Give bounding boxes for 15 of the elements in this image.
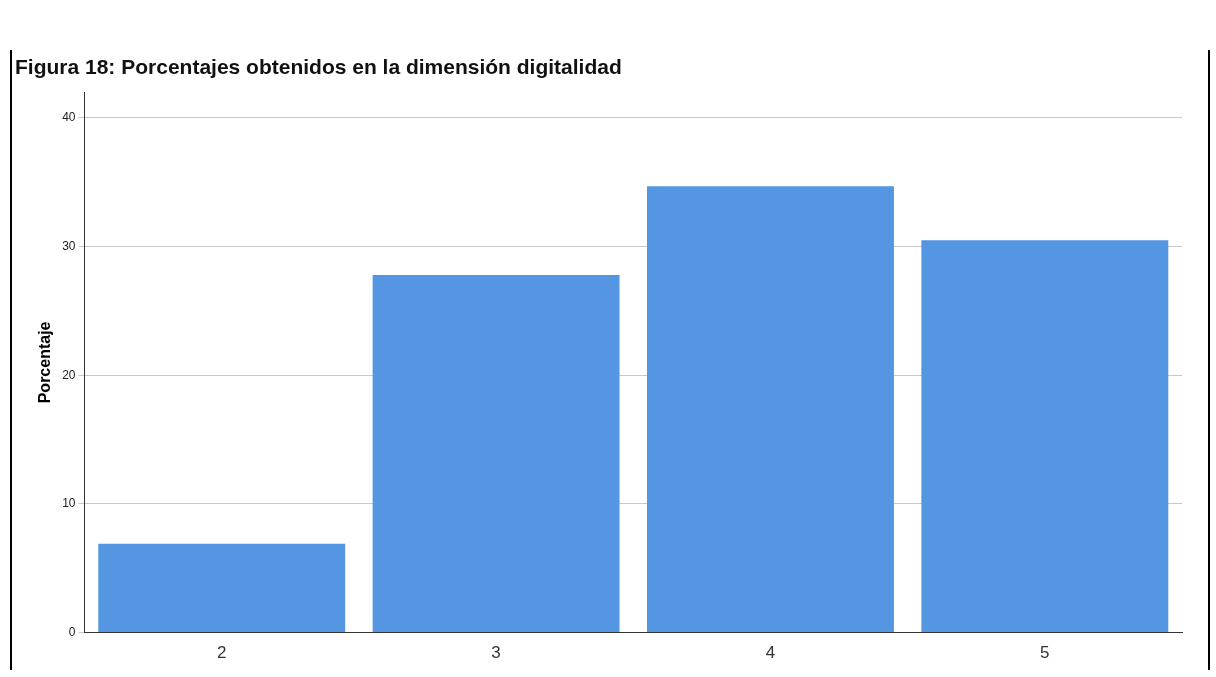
bar	[646, 186, 894, 633]
y-axis-title: Porcentaje	[36, 321, 54, 404]
x-tick-label: 3	[491, 643, 501, 663]
chart-title: Figura 18: Porcentajes obtenidos en la dimensión digitalidad	[15, 55, 622, 79]
y-tick-label: 10	[62, 496, 76, 511]
y-tick-label: 20	[62, 367, 76, 382]
x-tick-label: 5	[1040, 643, 1050, 663]
x-tick-label: 2	[216, 643, 227, 663]
y-tick-label: 0	[68, 624, 76, 639]
y-tick-label: 40	[62, 110, 76, 125]
bar	[98, 543, 346, 633]
bar	[372, 274, 620, 633]
bar	[921, 240, 1169, 633]
y-tick-label: 30	[62, 238, 76, 253]
x-tick-label: 4	[765, 643, 776, 663]
